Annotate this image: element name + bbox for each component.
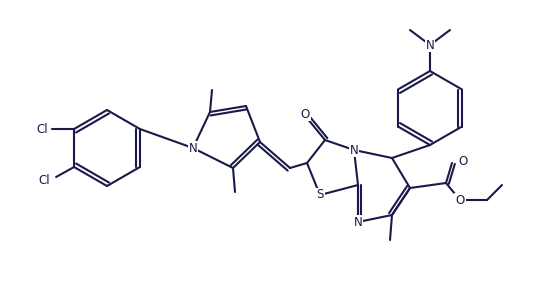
Text: Cl: Cl (36, 122, 48, 135)
Text: N: N (189, 141, 197, 154)
Text: O: O (458, 154, 467, 168)
Text: S: S (316, 189, 324, 202)
Text: N: N (349, 143, 358, 156)
Text: Cl: Cl (39, 174, 50, 187)
Text: O: O (300, 108, 310, 120)
Text: O: O (455, 193, 465, 206)
Text: N: N (353, 216, 362, 229)
Text: N: N (426, 39, 434, 51)
